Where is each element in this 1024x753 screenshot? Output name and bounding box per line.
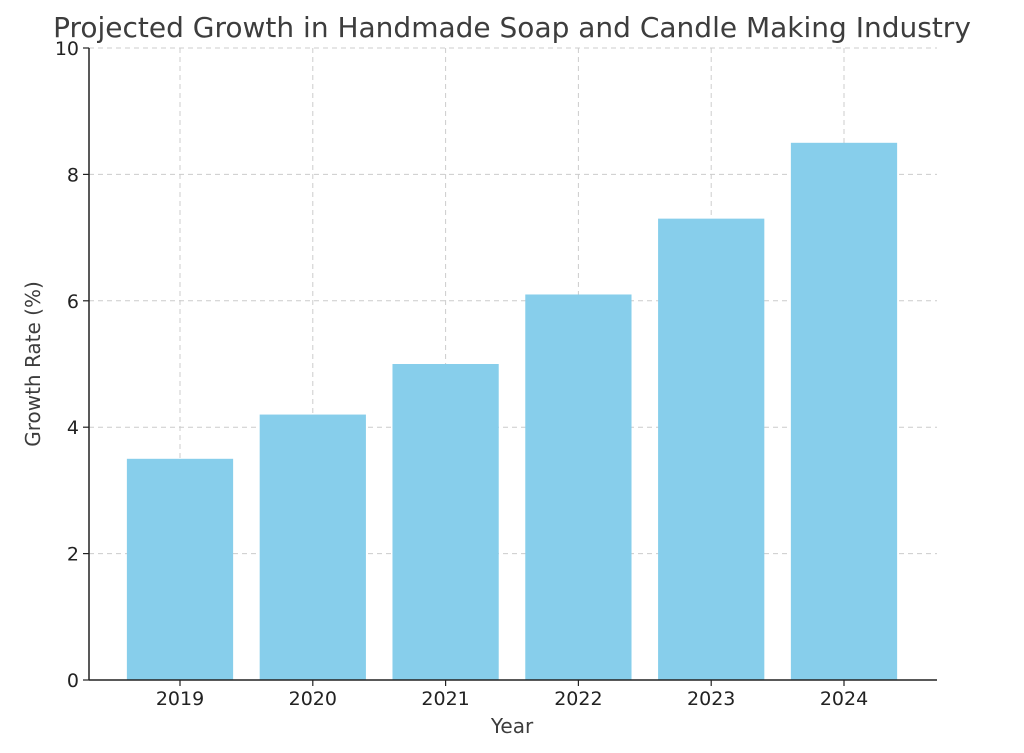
x-tick-label: 2021 [421,688,469,710]
bar-2024 [790,142,898,681]
y-tick-label: 8 [67,164,79,186]
x-tick-label: 2020 [289,688,337,710]
y-tick-label: 4 [67,417,79,439]
y-axis-label: Growth Rate (%) [21,281,45,447]
y-tick-label: 6 [67,291,79,313]
bar-2022 [525,294,632,680]
x-tick-label: 2023 [687,688,735,710]
bar-2021 [392,364,499,680]
y-ticks: 0 2 4 6 8 10 [55,38,89,692]
x-tick-label: 2024 [820,688,868,710]
x-ticks: 2019 2020 2021 2022 2023 2024 [156,680,868,710]
x-tick-label: 2022 [554,688,602,710]
chart-title: Projected Growth in Handmade Soap and Ca… [53,11,971,44]
axes [88,48,937,681]
y-tick-label: 2 [67,544,79,566]
y-tick-label: 10 [55,38,79,60]
bar-2023 [658,218,765,680]
x-axis-label: Year [490,714,534,738]
x-tick-label: 2019 [156,688,204,710]
y-tick-label: 0 [67,670,79,692]
bar-2019 [126,458,234,680]
bar-2020 [259,414,366,680]
bars [126,142,898,681]
